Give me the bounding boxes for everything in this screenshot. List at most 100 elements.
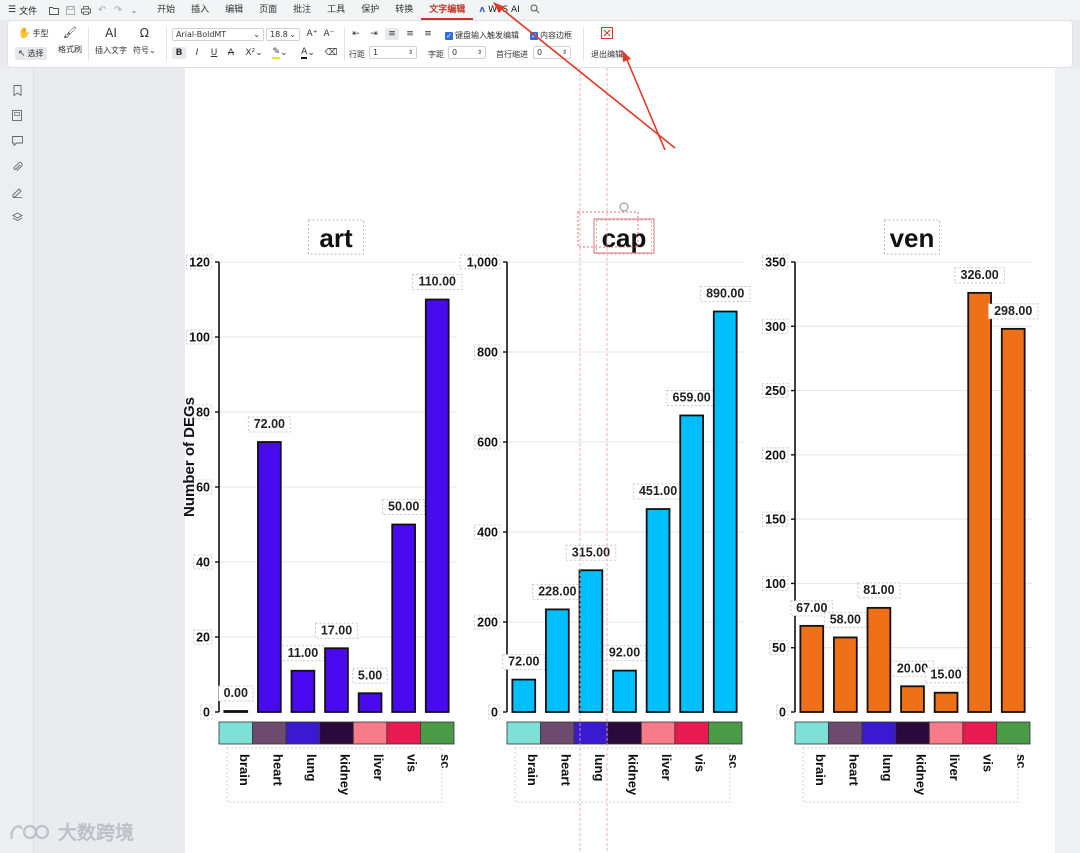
data-label: 11.00	[288, 646, 319, 660]
tissue-color-cell	[352, 721, 388, 745]
open-folder-icon[interactable]	[49, 5, 60, 15]
x-category-label: lung	[880, 754, 895, 781]
increase-font-icon[interactable]: A⁺	[306, 29, 318, 39]
x-category-label: heart	[270, 754, 285, 786]
y-tick-label: 200	[765, 448, 786, 462]
y-tick-label: 0	[203, 706, 210, 720]
bold-button[interactable]: B	[172, 47, 186, 59]
bar	[833, 636, 858, 713]
x-category-label: vis	[405, 754, 420, 772]
chevron-down-icon[interactable]: ⌄	[130, 5, 138, 15]
save-icon[interactable]	[65, 5, 75, 15]
symbol-button[interactable]: Ω 符号⌄	[133, 26, 156, 56]
y-tick-label-box	[200, 704, 213, 720]
first-line-indent-label: 首行缩进	[496, 50, 528, 59]
font-color-button[interactable]: A ⌄	[301, 47, 315, 59]
font-name-select[interactable]: Arial-BoldMT ⌄	[172, 28, 264, 41]
tab-home[interactable]: 开始	[157, 5, 176, 15]
tab-insert[interactable]: 插入	[191, 5, 210, 15]
insert-text-button[interactable]: AI 插入文字	[95, 26, 127, 56]
thumbnail-icon[interactable]	[11, 109, 23, 121]
hand-tool-button[interactable]: ✋ 手型	[18, 28, 48, 39]
font-size-select[interactable]: 18.8 ⌄	[266, 28, 300, 41]
left-sidebar	[0, 68, 34, 853]
decrease-font-icon[interactable]: A⁻	[323, 29, 335, 39]
bar	[866, 606, 892, 713]
file-menu-label: 文件	[19, 6, 38, 17]
annotation-arrowhead	[622, 50, 631, 62]
highlight-color-button[interactable]: ✎ ⌄	[272, 47, 288, 59]
y-tick-label-box	[193, 479, 213, 495]
y-tick-label-box	[761, 383, 789, 399]
y-tick-label: 120	[189, 256, 210, 270]
file-menu[interactable]: ☰ 文件	[0, 0, 45, 20]
tissue-color-cell	[861, 721, 897, 745]
annotation-arrow-line	[496, 4, 676, 149]
keyboard-trigger-label: 键盘输入触发编辑	[455, 31, 519, 40]
underline-button[interactable]: U	[210, 48, 218, 58]
data-label: 67.00	[796, 601, 827, 615]
data-label-box	[315, 622, 358, 639]
eraser-icon[interactable]: ⌫	[324, 48, 338, 58]
align-center-icon[interactable]: ≡	[406, 29, 414, 39]
y-tick-label: 200	[477, 616, 498, 630]
chevron-down-icon: ⌄	[289, 30, 296, 39]
line-spacing-input[interactable]: 1 ⇕	[369, 46, 417, 59]
tissue-color-cell	[708, 721, 743, 745]
ribbon-toolbar: ✋ 手型 ↖ 选择 🖌 格式刷 AI 插入文字 Ω 符号⌄ Arial-Bold…	[7, 20, 1073, 68]
first-line-indent-input[interactable]: 0 ⇕	[533, 46, 571, 59]
superscript-button[interactable]: X² ⌄	[245, 48, 263, 58]
ribbon-separator	[583, 27, 584, 61]
signature-icon[interactable]	[11, 186, 23, 198]
y-tick-label-box	[473, 614, 501, 630]
y-tick-label: 80	[196, 406, 210, 420]
decrease-indent-icon[interactable]: ⇤	[352, 29, 360, 39]
undo-icon[interactable]: ↶	[97, 4, 107, 16]
data-label: 92.00	[609, 646, 640, 660]
align-right-icon[interactable]: ≡	[424, 29, 432, 39]
data-label-box	[924, 667, 968, 684]
align-left-icon[interactable]: ≡	[385, 28, 399, 40]
category-labels-box	[802, 747, 1019, 803]
category-labels-box	[226, 747, 443, 803]
tab-protect[interactable]: 保护	[361, 5, 380, 15]
first-line-indent-value: 0	[537, 48, 543, 57]
comment-icon[interactable]	[11, 135, 23, 147]
y-tick-label-box	[769, 640, 789, 656]
y-tick-label: 100	[765, 577, 786, 591]
y-tick-label: 100	[189, 331, 210, 345]
tab-text-edit[interactable]: 文字编辑	[421, 0, 474, 20]
tab-convert[interactable]: 转换	[395, 5, 414, 15]
data-label-box	[823, 611, 867, 628]
bookmark-icon[interactable]	[11, 84, 23, 96]
tab-page[interactable]: 页面	[259, 5, 278, 15]
tab-edit[interactable]: 编辑	[225, 5, 244, 15]
redo-icon[interactable]: ↷	[113, 4, 123, 16]
symbol-label: 符号⌄	[133, 46, 156, 55]
tab-annotate[interactable]: 批注	[293, 5, 312, 15]
search-icon[interactable]	[530, 4, 540, 17]
italic-button[interactable]: I	[195, 48, 199, 58]
increase-indent-icon[interactable]: ⇥	[370, 29, 378, 39]
bar	[1000, 327, 1026, 713]
data-label: 50.00	[388, 500, 419, 514]
tab-tools[interactable]: 工具	[327, 5, 346, 15]
exit-edit-button[interactable]: 退出编辑	[591, 27, 623, 60]
chevron-down-icon: ⌄	[253, 30, 260, 39]
strikethrough-button[interactable]: A	[227, 48, 235, 58]
print-icon[interactable]	[81, 5, 92, 15]
x-category-label: heart	[846, 754, 861, 786]
char-spacing-input[interactable]: 0 ⇕	[448, 46, 486, 59]
x-category-label: vis	[693, 754, 708, 772]
ribbon-tabs: 开始 插入 编辑 页面 批注 工具 保护 转换 文字编辑	[149, 0, 474, 20]
layers-icon[interactable]	[11, 211, 23, 223]
annotation-arrow-line	[624, 54, 666, 151]
keyboard-trigger-checkbox[interactable]: ✓ 键盘输入触发编辑	[445, 30, 519, 41]
bar	[900, 685, 925, 713]
attachment-icon[interactable]	[11, 161, 23, 173]
format-brush-button[interactable]: 🖌 格式刷	[58, 26, 82, 55]
right-gutter	[1055, 68, 1080, 853]
data-label: 228.00	[538, 584, 576, 598]
select-tool-button[interactable]: ↖ 选择	[15, 47, 47, 60]
